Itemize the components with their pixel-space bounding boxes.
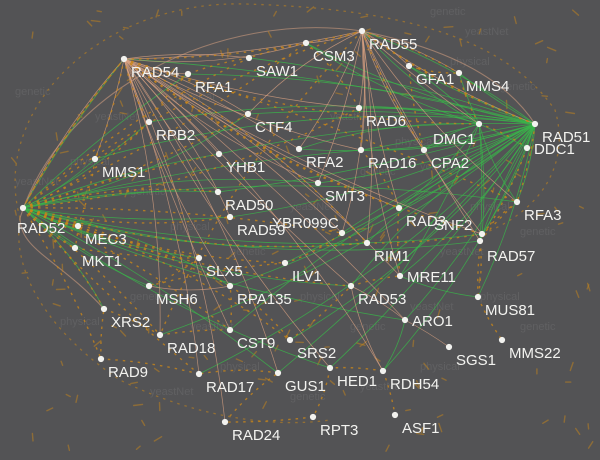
svg-text:physical: physical [300,291,340,303]
svg-text:ILV1: ILV1 [292,268,322,285]
svg-text:RAD24: RAD24 [232,427,280,444]
svg-text:genetic: genetic [430,6,466,18]
svg-text:physical: physical [60,316,100,328]
svg-text:MKT1: MKT1 [82,253,122,270]
svg-text:RPT3: RPT3 [320,422,358,439]
svg-text:RIM1: RIM1 [374,248,410,265]
svg-text:MRE11: MRE11 [407,269,456,286]
svg-text:yeastNet: yeastNet [95,111,138,123]
svg-text:RAD55: RAD55 [369,36,417,53]
svg-text:RAD6: RAD6 [366,113,406,130]
svg-text:RDH54: RDH54 [390,376,439,393]
svg-text:MUS81: MUS81 [485,302,535,319]
svg-text:CST9: CST9 [237,335,275,352]
svg-text:DDC1: DDC1 [534,141,575,158]
svg-text:RAD53: RAD53 [358,291,406,308]
svg-text:physical: physical [170,221,210,233]
svg-text:RFA1: RFA1 [195,79,233,96]
svg-text:CSM3: CSM3 [313,48,355,65]
svg-text:MMS1: MMS1 [102,164,145,181]
svg-text:CPA2: CPA2 [431,155,469,172]
svg-text:RAD16: RAD16 [368,155,416,172]
svg-text:yeastNet: yeastNet [440,246,483,258]
svg-text:GFA1: GFA1 [416,71,454,88]
svg-text:physical: physical [450,56,490,68]
svg-text:HED1: HED1 [337,373,377,390]
svg-text:SAW1: SAW1 [256,63,298,80]
svg-text:SMT3: SMT3 [325,188,365,205]
svg-text:SNF2: SNF2 [434,217,472,234]
svg-text:RAD54: RAD54 [131,64,179,81]
svg-text:RAD17: RAD17 [206,379,254,396]
svg-text:YHB1: YHB1 [226,159,265,176]
svg-text:RFA2: RFA2 [306,154,344,171]
svg-text:RFA3: RFA3 [524,207,562,224]
svg-text:DMC1: DMC1 [433,131,476,148]
svg-text:RAD57: RAD57 [487,248,535,265]
svg-text:SLX5: SLX5 [206,263,243,280]
svg-text:RAD52: RAD52 [17,220,65,237]
svg-text:physical: physical [420,361,460,373]
svg-text:MEC3: MEC3 [85,231,127,248]
svg-text:RAD18: RAD18 [167,340,215,357]
svg-text:ARO1: ARO1 [412,313,453,330]
svg-text:SGS1: SGS1 [456,352,496,369]
svg-text:RPB2: RPB2 [156,127,195,144]
svg-text:CTF4: CTF4 [255,119,293,136]
svg-text:RPA135: RPA135 [237,291,292,308]
svg-text:MMS4: MMS4 [466,78,509,95]
svg-text:RAD50: RAD50 [225,197,273,214]
svg-text:genetic: genetic [15,86,51,98]
svg-text:yeastNet: yeastNet [465,26,508,38]
svg-text:genetic: genetic [520,226,556,238]
svg-text:RAD9: RAD9 [108,364,148,381]
svg-text:YBR099C: YBR099C [272,215,339,232]
svg-text:GUS1: GUS1 [285,378,326,395]
svg-text:SRS2: SRS2 [297,345,336,362]
svg-text:XRS2: XRS2 [111,314,150,331]
svg-text:MSH6: MSH6 [156,291,198,308]
svg-text:ASF1: ASF1 [402,420,440,437]
svg-text:MMS22: MMS22 [509,345,561,362]
svg-text:genetic: genetic [520,321,556,333]
